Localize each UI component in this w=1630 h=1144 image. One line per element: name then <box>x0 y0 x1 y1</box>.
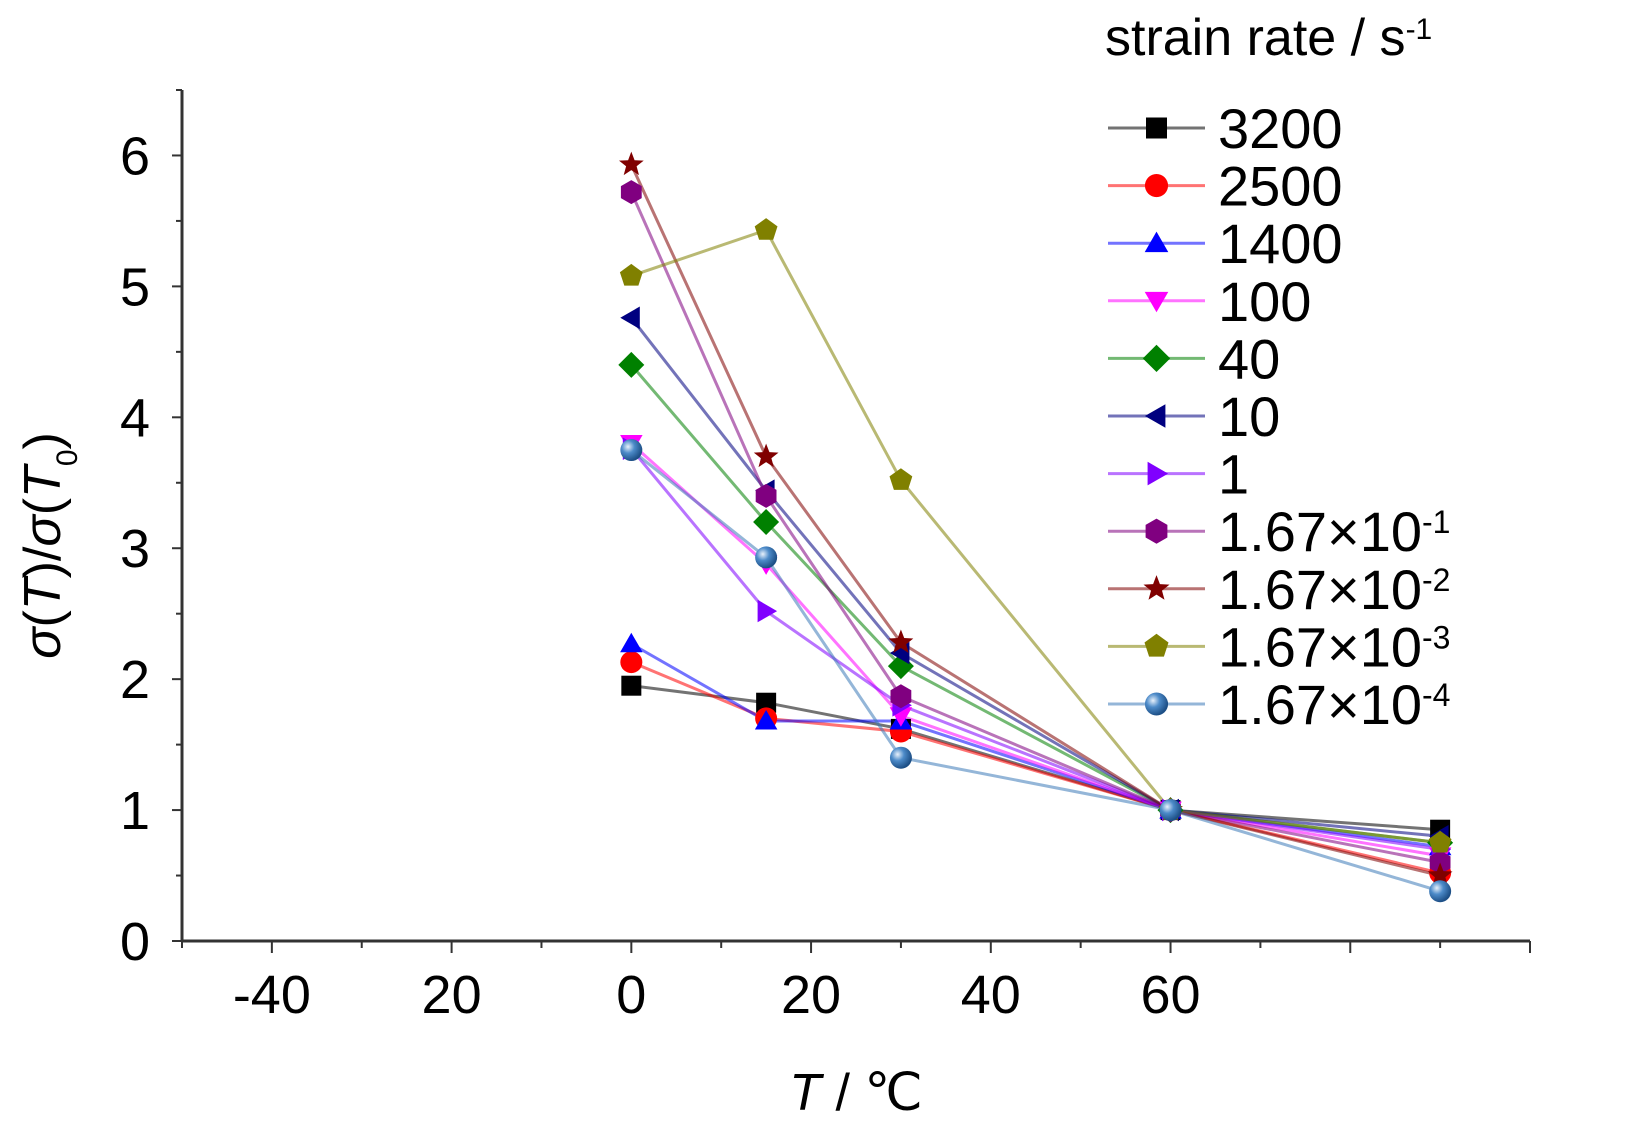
legend-marker <box>1142 344 1171 372</box>
legend-label: 1.67×10-1 <box>1218 500 1450 563</box>
x-tick-label: 20 <box>422 965 482 1025</box>
data-point <box>621 675 642 696</box>
data-point <box>1429 880 1452 903</box>
data-point <box>888 629 914 653</box>
legend-label: 1.67×10-4 <box>1218 673 1450 736</box>
y-tick-label: 1 <box>120 781 150 841</box>
legend-item: 1.67×10-1 <box>1108 500 1450 563</box>
x-axis-title: T / ℃ <box>789 1064 923 1122</box>
legend-item: 1400 <box>1108 212 1343 275</box>
legend-label: 10 <box>1218 385 1280 448</box>
data-point <box>754 218 778 240</box>
y-tick-label: 0 <box>120 912 150 972</box>
x-tick-label: 60 <box>1140 965 1200 1025</box>
legend-marker <box>1144 291 1169 313</box>
data-point <box>753 443 779 468</box>
y-tick-label: 2 <box>120 650 150 710</box>
data-point <box>620 439 643 462</box>
legend-label: 1400 <box>1218 212 1343 275</box>
data-point <box>890 684 912 709</box>
data-point <box>756 692 777 713</box>
data-point <box>755 546 778 569</box>
y-tick-label: 6 <box>120 126 150 186</box>
data-point <box>754 710 778 730</box>
data-point <box>1159 799 1182 822</box>
legend-marker <box>1145 518 1168 544</box>
legend-marker <box>1144 633 1169 657</box>
legend-item: 40 <box>1108 327 1280 390</box>
data-point <box>620 651 643 674</box>
legend-label: 40 <box>1218 327 1280 390</box>
legend-item: 1.67×10-3 <box>1108 615 1450 678</box>
legend-item: 10 <box>1108 385 1280 448</box>
x-tick-label: 0 <box>616 965 646 1025</box>
data-point <box>620 180 642 205</box>
data-point <box>1429 850 1451 875</box>
legend-item: 2500 <box>1108 155 1343 218</box>
data-point <box>1428 830 1452 853</box>
legend-item: 3200 <box>1108 97 1343 160</box>
legend-label: 3200 <box>1218 97 1343 160</box>
legend-label: 1 <box>1218 443 1249 506</box>
legend-marker <box>1143 575 1170 600</box>
legend-marker <box>1144 174 1169 198</box>
data-point <box>1427 862 1453 887</box>
legend-marker <box>1144 404 1166 428</box>
data-point <box>753 509 780 535</box>
legend-marker <box>1144 692 1169 716</box>
y-axis-title: σ(T)/σ(T0) <box>14 432 84 659</box>
data-point <box>757 599 778 623</box>
legend-item: 1 <box>1108 443 1249 506</box>
legend-label: 100 <box>1218 270 1311 333</box>
x-tick-label: -40 <box>233 965 311 1025</box>
legend-title: strain rate / s-1 <box>1105 9 1432 67</box>
legend-label: 1.67×10-2 <box>1218 558 1450 621</box>
legend-item: 100 <box>1108 270 1311 333</box>
data-point <box>619 151 644 176</box>
data-point <box>620 632 643 653</box>
y-tick-label: 5 <box>120 257 150 317</box>
legend-marker <box>1144 231 1169 253</box>
legend-marker <box>1147 461 1169 486</box>
legend-item: 1.67×10-2 <box>1108 558 1450 621</box>
series-markers <box>618 151 1454 903</box>
legend-label: 1.67×10-3 <box>1218 615 1450 678</box>
data-point <box>889 468 913 490</box>
y-tick-label: 3 <box>120 519 150 579</box>
x-tick-label: 40 <box>961 965 1021 1025</box>
legend-item: 1.67×10-4 <box>1108 673 1450 736</box>
y-tick-label: 4 <box>120 388 150 448</box>
data-point <box>619 263 643 286</box>
legend-marker <box>1146 117 1167 139</box>
legend: strain rate / s-1320025001400100401011.6… <box>1105 9 1450 736</box>
legend-label: 2500 <box>1218 155 1343 218</box>
data-point <box>618 351 645 378</box>
x-tick-label: 20 <box>781 965 841 1025</box>
data-point <box>755 483 777 508</box>
data-point <box>620 306 640 330</box>
data-point <box>889 746 912 769</box>
axes: 0 1 2 3 4 5 6 -40 20 0 20 40 60 T / ℃ σ(T)/σ(T0) <box>14 89 1531 1122</box>
